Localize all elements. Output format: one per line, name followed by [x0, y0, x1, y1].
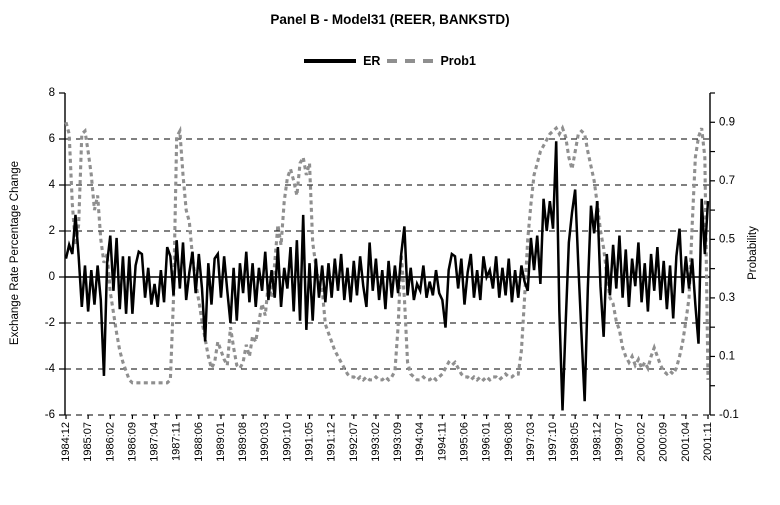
left-axis-tick-label: 6	[49, 133, 55, 145]
left-axis-tick-label: -2	[45, 317, 55, 329]
x-axis-tick-label: 1991:05	[304, 422, 316, 462]
x-axis-tick-label: 1988:06	[193, 422, 205, 462]
x-axis-tick-label: 1993:02	[370, 422, 382, 462]
x-axis-tick-label: 1990:10	[281, 422, 293, 462]
x-axis-tick-label: 1998:05	[569, 422, 581, 462]
x-axis-tick-label: 1989:01	[215, 422, 227, 462]
x-axis-tick-label: 1985:07	[82, 422, 94, 462]
right-axis-tick-label: -0.1	[719, 409, 739, 421]
x-axis-tick-label: 1990:03	[259, 422, 271, 462]
x-axis-tick-label: 1998:12	[591, 422, 603, 462]
x-axis-tick-label: 1994:11	[436, 422, 448, 461]
right-axis-tick-label: 0.3	[719, 292, 735, 304]
right-axis-tick-label: 0.9	[719, 116, 735, 128]
legend-er-line-swatch	[304, 59, 357, 63]
x-axis-tick-label: 1984:12	[60, 422, 72, 462]
x-axis-tick-label: 1986:02	[104, 422, 116, 462]
right-axis-tick-label: 0.1	[719, 350, 735, 362]
x-axis-tick-label: 1997:03	[525, 422, 537, 462]
x-axis-tick-label: 1996:01	[481, 422, 493, 462]
left-axis-tick-label: -6	[45, 409, 55, 421]
er-line	[64, 141, 710, 411]
chart-title: Panel B - Model31 (REER, BANKSTD)	[270, 12, 510, 27]
x-axis-tick-label: 1992:07	[348, 422, 360, 462]
x-axis-tick-label: 1989:08	[237, 422, 249, 462]
prob1-line	[64, 121, 710, 385]
legend-prob1-line-swatch	[387, 59, 434, 63]
x-axis-tick-label: 1991:12	[326, 422, 338, 462]
left-axis-tick-label: 0	[49, 271, 55, 283]
x-axis-tick-label: 2000:02	[636, 422, 648, 462]
x-axis-tick-label: 2001:11	[702, 422, 714, 461]
legend: ER Prob1	[0, 52, 780, 70]
x-axis-tick-label: 2000:09	[658, 422, 670, 462]
legend-er-label: ER	[363, 54, 381, 68]
x-axis-tick-label: 1987:04	[149, 422, 161, 462]
left-axis-tick-label: 4	[49, 179, 56, 191]
x-axis-tick-label: 2001:04	[680, 422, 692, 462]
left-axis-tick-label: -4	[45, 363, 56, 375]
x-axis-tick-label: 1995:06	[458, 422, 470, 462]
right-axis-tick-label: 0.7	[719, 175, 735, 187]
x-axis-tick-label: 1986:09	[126, 422, 138, 462]
x-axis-tick-label: 1987:11	[171, 422, 183, 461]
x-axis-tick-label: 1994:04	[414, 422, 426, 462]
legend-prob1-label: Prob1	[440, 54, 476, 68]
x-axis-tick-label: 1993:09	[392, 422, 404, 462]
x-axis-tick-label: 1997:10	[547, 422, 559, 462]
left-axis-tick-label: 8	[49, 87, 55, 99]
left-axis-tick-label: 2	[49, 225, 55, 237]
x-axis-tick-label: 1999:07	[613, 422, 625, 462]
right-axis-tick-label: 0.5	[719, 233, 735, 245]
x-axis-tick-label: 1996:08	[503, 422, 515, 462]
